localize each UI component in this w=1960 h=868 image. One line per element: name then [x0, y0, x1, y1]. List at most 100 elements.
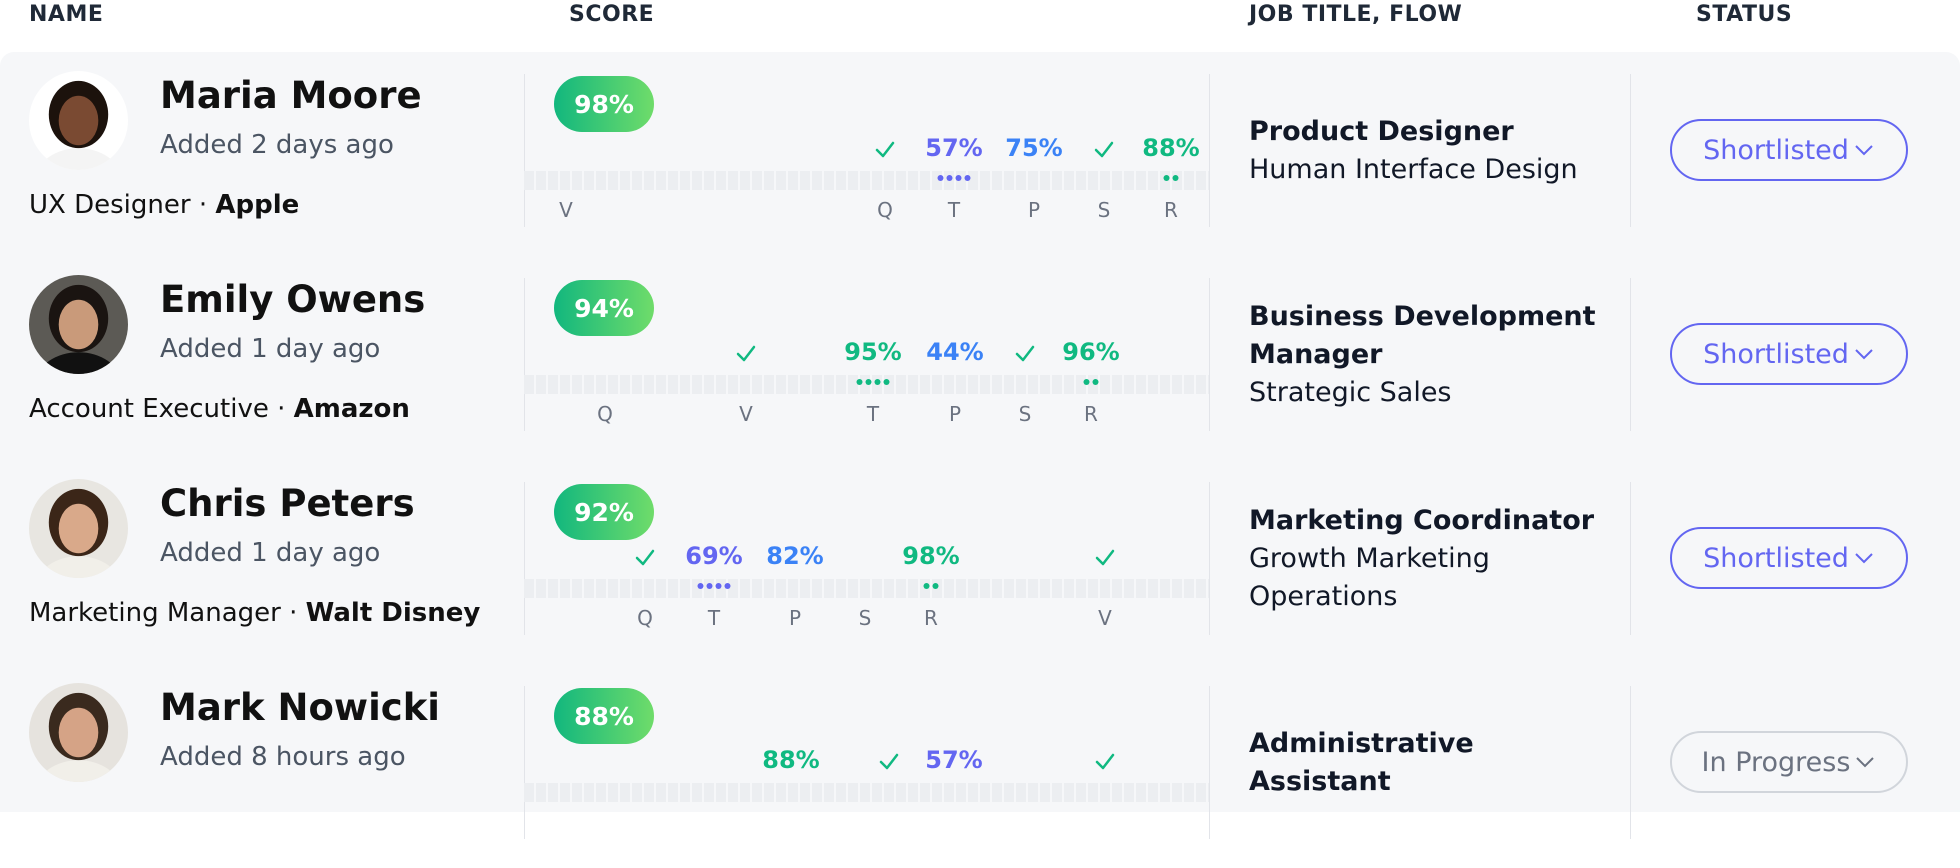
role-line: Account Executive · Amazon: [29, 394, 410, 424]
divider: [1209, 686, 1210, 839]
marker-letter: V: [739, 402, 753, 426]
marker-score: 57%: [925, 746, 983, 774]
candidate-name: Mark Nowicki: [160, 686, 440, 729]
role-line: UX Designer · Apple: [29, 190, 299, 220]
status-dropdown[interactable]: Shortlisted: [1670, 323, 1908, 385]
status-dropdown[interactable]: Shortlisted: [1670, 119, 1908, 181]
divider: [524, 482, 525, 635]
dot: [937, 175, 944, 181]
dot: [932, 583, 939, 589]
chevron: [1855, 553, 1873, 564]
candidate-name: Maria Moore: [160, 74, 422, 117]
job-cell: Marketing Coordinator Growth Marketing Op…: [1249, 482, 1599, 635]
header-score: SCORE: [569, 2, 655, 27]
marker-dots: [856, 379, 890, 385]
role: Marketing Manager: [29, 598, 281, 628]
marker-letter: Q: [637, 606, 653, 630]
marker-letter: P: [1027, 198, 1041, 222]
job-flow: Growth Marketing Operations: [1249, 542, 1490, 612]
marker-letter: V: [1098, 606, 1112, 630]
job-cell: Administrative Assistant: [1249, 686, 1599, 839]
role-line: Marketing Manager · Walt Disney: [29, 598, 480, 628]
status-label: Shortlisted: [1703, 542, 1849, 574]
marker-letter: T: [866, 402, 880, 426]
check-icon: [879, 753, 899, 770]
check-icon: [1015, 345, 1035, 362]
divider: [524, 686, 525, 839]
added-time: Added 8 hours ago: [160, 742, 406, 772]
marker-score: 96%: [1062, 338, 1120, 366]
job-title: Business Development Manager: [1249, 300, 1596, 370]
marker-letter: Q: [877, 198, 893, 222]
marker-letter: P: [788, 606, 802, 630]
marker-letter: P: [948, 402, 962, 426]
check-icon: [736, 345, 756, 362]
dot: [697, 583, 704, 589]
divider: [1209, 278, 1210, 431]
separator: ·: [289, 598, 298, 628]
score-pill: 98%: [554, 76, 654, 132]
dot: [955, 175, 962, 181]
chevron: [1855, 145, 1873, 156]
status-label: Shortlisted: [1703, 134, 1849, 166]
dot: [1083, 379, 1090, 385]
dot: [1172, 175, 1179, 181]
divider: [524, 74, 525, 227]
marker-letter: R: [1084, 402, 1098, 426]
check-icon: [1094, 141, 1114, 158]
job-title: Administrative Assistant: [1249, 727, 1474, 797]
dot: [865, 379, 872, 385]
chevron: [1855, 349, 1873, 360]
status-dropdown[interactable]: In Progress: [1670, 731, 1908, 793]
avatar: [29, 479, 128, 578]
candidate-row: Chris Peters Added 1 day ago Marketing Man…: [0, 460, 1960, 664]
avatar: [29, 275, 128, 374]
company: Apple: [215, 190, 300, 220]
marker-score: 95%: [844, 338, 902, 366]
score-pill: 92%: [554, 484, 654, 540]
separator: ·: [277, 394, 286, 424]
dot: [874, 379, 881, 385]
marker-score: 88%: [1142, 134, 1200, 162]
score-pill: 94%: [554, 280, 654, 336]
added-time: Added 1 day ago: [160, 334, 381, 364]
job-flow: Human Interface Design: [1249, 153, 1578, 185]
marker-score: 75%: [1005, 134, 1063, 162]
job-title: Product Designer: [1249, 115, 1514, 147]
divider: [1630, 74, 1631, 227]
status-label: Shortlisted: [1703, 338, 1849, 370]
added-time: Added 1 day ago: [160, 538, 381, 568]
status-dropdown[interactable]: Shortlisted: [1670, 527, 1908, 589]
candidate-table: Maria Moore Added 2 days ago UX Designer ·…: [0, 52, 1960, 839]
marker-letter: Q: [597, 402, 613, 426]
marker-letter: S: [1018, 402, 1032, 426]
score-track: [524, 579, 1209, 598]
role: UX Designer: [29, 190, 191, 220]
added-time: Added 2 days ago: [160, 130, 394, 160]
job-title: Marketing Coordinator: [1249, 504, 1595, 536]
chevron: [1856, 757, 1875, 768]
candidate-name: Chris Peters: [160, 482, 415, 525]
marker-letter: R: [924, 606, 938, 630]
marker-dots: [1083, 379, 1099, 385]
company: Walt Disney: [305, 598, 481, 628]
marker-dots: [1163, 175, 1179, 181]
header-name: NAME: [29, 2, 104, 27]
candidate-name: Emily Owens: [160, 278, 426, 321]
divider: [1630, 686, 1631, 839]
marker-score: 98%: [902, 542, 960, 570]
marker-dots: [697, 583, 731, 589]
role: Account Executive: [29, 394, 269, 424]
divider: [1209, 74, 1210, 227]
check-icon: [1095, 753, 1115, 770]
marker-letter: T: [947, 198, 961, 222]
dot: [1163, 175, 1170, 181]
dot: [724, 583, 731, 589]
dot: [715, 583, 722, 589]
marker-score: 69%: [685, 542, 743, 570]
separator: ·: [198, 190, 208, 220]
dot: [1092, 379, 1099, 385]
marker-score: 57%: [925, 134, 983, 162]
marker-score: 82%: [766, 542, 824, 570]
dot: [706, 583, 713, 589]
